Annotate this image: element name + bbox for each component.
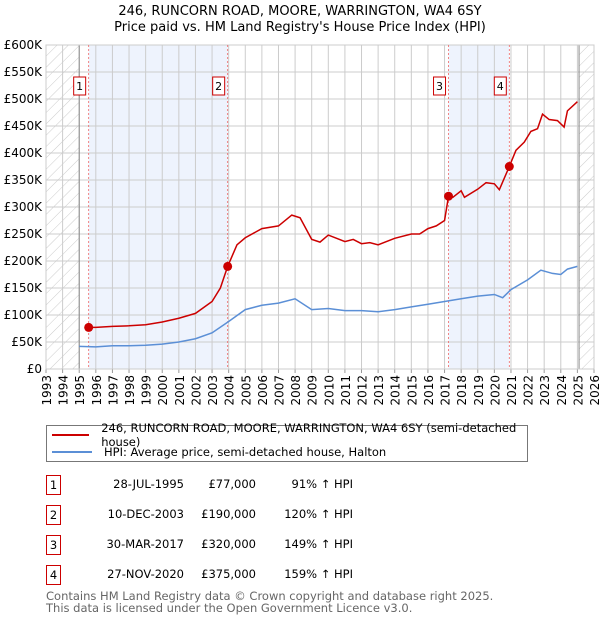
sale-marker-box bbox=[493, 76, 507, 96]
sale-marker-label: 1 bbox=[76, 80, 83, 93]
sale-date: 27-NOV-2020 bbox=[107, 567, 184, 581]
sale-date: 28-JUL-1995 bbox=[113, 477, 184, 491]
property-series-line bbox=[88, 101, 578, 329]
chart-subtitle: Price paid vs. HM Land Registry's House … bbox=[114, 20, 486, 35]
x-tick-label: 1996 bbox=[90, 375, 104, 406]
legend-label: 246, RUNCORN ROAD, MOORE, WARRINGTON, WA… bbox=[101, 421, 517, 449]
sale-marker-box bbox=[73, 76, 87, 96]
x-tick-label: 2016 bbox=[422, 375, 436, 406]
sale-hpi-change: 159% ↑ HPI bbox=[284, 567, 353, 581]
sale-point bbox=[444, 191, 454, 201]
x-tick-label: 2019 bbox=[472, 375, 486, 406]
sale-row: 4 27-NOV-2020 £375,000 159% ↑ HPI bbox=[46, 565, 446, 585]
sale-point bbox=[223, 261, 233, 271]
y-tick-label: £600K bbox=[4, 38, 44, 52]
legend-item-property: 246, RUNCORN ROAD, MOORE, WARRINGTON, WA… bbox=[47, 421, 527, 449]
y-tick-label: £500K bbox=[4, 92, 44, 106]
x-tick-label: 2025 bbox=[571, 375, 585, 406]
sale-price: £190,000 bbox=[201, 507, 256, 521]
sale-marker-label: 3 bbox=[436, 80, 443, 93]
x-tick-label: 2026 bbox=[588, 375, 600, 406]
y-tick-label: £450K bbox=[4, 119, 44, 133]
y-tick-label: £50K bbox=[11, 335, 43, 349]
sale-number-badge: 3 bbox=[46, 535, 61, 555]
price-chart: 1993 1994 1995 1996 1997 1998 1999 2000 2001 2002… bbox=[4, 38, 600, 406]
sale-row: 3 30-MAR-2017 £320,000 149% ↑ HPI bbox=[46, 535, 446, 555]
y-tick-label: £400K bbox=[4, 146, 44, 160]
sale-price: £375,000 bbox=[201, 567, 256, 581]
y-tick-label: £150K bbox=[4, 281, 44, 295]
x-tick-label: 2001 bbox=[173, 375, 187, 406]
x-tick-label: 2022 bbox=[522, 375, 536, 406]
sale-number-badge: 2 bbox=[46, 505, 61, 525]
x-tick-label: 2002 bbox=[189, 375, 203, 406]
sale-date: 10-DEC-2003 bbox=[107, 507, 184, 521]
plot-frame bbox=[45, 44, 595, 370]
sale-price: £320,000 bbox=[201, 537, 256, 551]
x-tick-label: 2006 bbox=[256, 375, 270, 406]
sale-row: 1 28-JUL-1995 £77,000 91% ↑ HPI bbox=[46, 475, 446, 495]
footer-copyright: Contains HM Land Registry data © Crown c… bbox=[46, 589, 494, 603]
sale-number-badge: 4 bbox=[46, 565, 61, 585]
legend: 246, RUNCORN ROAD, MOORE, WARRINGTON, WA… bbox=[46, 421, 528, 462]
x-tick-label: 1994 bbox=[57, 375, 71, 406]
x-tick-label: 1995 bbox=[73, 375, 87, 406]
x-tick-label: 1999 bbox=[140, 375, 154, 406]
x-tick-label: 2004 bbox=[223, 375, 237, 406]
x-tick-label: 1993 bbox=[40, 375, 54, 406]
x-tick-label: 2015 bbox=[405, 375, 419, 406]
x-tick-label: 2008 bbox=[289, 375, 303, 406]
sale-marker-box bbox=[433, 76, 447, 96]
sale-number-badge: 1 bbox=[46, 475, 61, 495]
sale-point bbox=[504, 162, 514, 171]
x-tick-label: 2000 bbox=[156, 375, 170, 406]
sale-marker-label: 4 bbox=[497, 80, 504, 93]
sale-hpi-change: 149% ↑ HPI bbox=[284, 537, 353, 551]
y-tick-label: £350K bbox=[4, 173, 44, 187]
sale-price: £77,000 bbox=[208, 477, 256, 491]
legend-label: HPI: Average price, semi-detached house,… bbox=[104, 445, 387, 459]
legend-item-hpi: HPI: Average price, semi-detached house,… bbox=[47, 444, 386, 460]
x-tick-label: 2010 bbox=[322, 375, 336, 406]
sale-row: 2 10-DEC-2003 £190,000 120% ↑ HPI bbox=[46, 505, 446, 525]
x-tick-label: 2023 bbox=[538, 375, 552, 406]
legend-swatch bbox=[52, 434, 90, 436]
sale-date: 30-MAR-2017 bbox=[106, 537, 184, 551]
x-tick-label: 2012 bbox=[356, 375, 370, 406]
x-tick-label: 1998 bbox=[123, 375, 137, 406]
y-tick-label: £200K bbox=[4, 254, 44, 268]
legend-swatch bbox=[52, 451, 92, 453]
footer-licence: This data is licensed under the Open Gov… bbox=[46, 601, 413, 615]
x-tick-label: 2009 bbox=[306, 375, 320, 406]
x-tick-label: 2018 bbox=[455, 375, 469, 406]
y-tick-label: £0 bbox=[27, 362, 42, 376]
x-tick-label: 2021 bbox=[505, 375, 519, 406]
sale-marker-box bbox=[212, 76, 226, 96]
x-tick-label: 2020 bbox=[488, 375, 502, 406]
sale-hpi-change: 91% ↑ HPI bbox=[291, 477, 353, 491]
sale-point bbox=[84, 322, 94, 332]
x-tick-label: 2017 bbox=[439, 375, 453, 406]
x-tick-label: 2007 bbox=[272, 375, 286, 406]
chart-title: 246, RUNCORN ROAD, MOORE, WARRINGTON, WA… bbox=[118, 4, 482, 19]
y-tick-label: £550K bbox=[4, 65, 44, 79]
sale-hpi-change: 120% ↑ HPI bbox=[284, 507, 353, 521]
y-tick-label: £250K bbox=[4, 227, 44, 241]
x-tick-label: 2005 bbox=[239, 375, 253, 406]
x-tick-label: 2013 bbox=[372, 375, 386, 406]
x-tick-label: 1997 bbox=[106, 375, 120, 406]
y-tick-label: £100K bbox=[4, 308, 44, 322]
x-tick-label: 2011 bbox=[339, 375, 353, 406]
x-tick-label: 2014 bbox=[389, 375, 403, 406]
hpi-series-line bbox=[79, 265, 578, 348]
x-tick-label: 2003 bbox=[206, 375, 220, 406]
x-tick-label: 2024 bbox=[555, 375, 569, 406]
y-tick-label: £300K bbox=[4, 200, 44, 214]
sale-marker-label: 2 bbox=[215, 80, 222, 93]
